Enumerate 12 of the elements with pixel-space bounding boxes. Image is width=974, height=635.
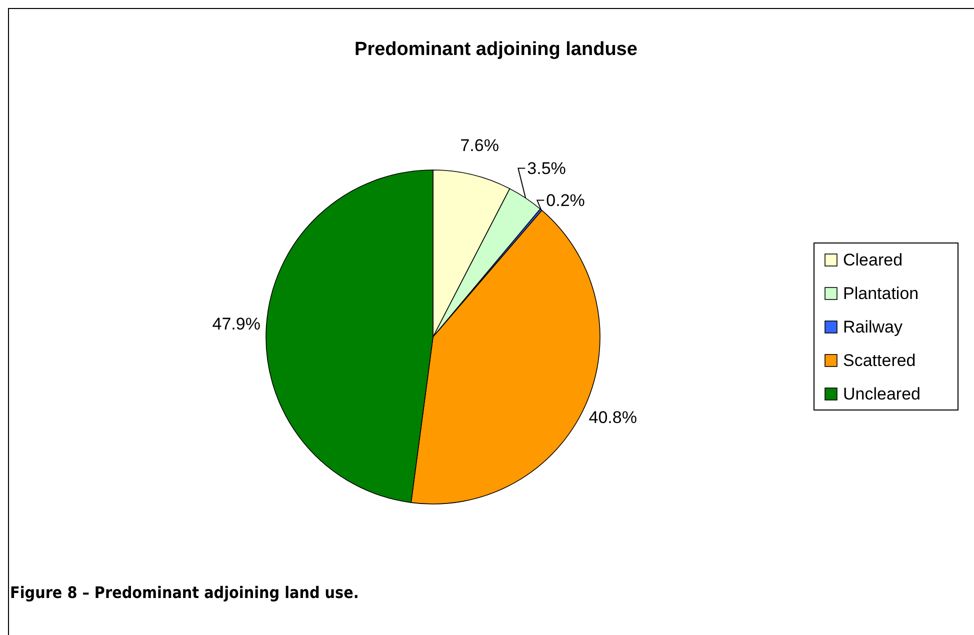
data-label: 0.2%	[546, 190, 585, 210]
data-label: 3.5%	[527, 158, 566, 178]
data-label: 7.6%	[460, 136, 499, 156]
legend-label: Uncleared	[843, 384, 920, 404]
data-label: 47.9%	[212, 314, 260, 334]
legend-label: Scattered	[843, 351, 916, 370]
caption: Figure 8 – Predominant adjoining land use.	[10, 583, 359, 602]
chart-title: Predominant adjoining landuse	[354, 39, 638, 60]
legend-label: Railway	[843, 318, 904, 336]
data-label: 40.8%	[588, 408, 637, 428]
legend-label: Plantation	[843, 284, 919, 303]
legend-label: Cleared	[843, 250, 903, 270]
